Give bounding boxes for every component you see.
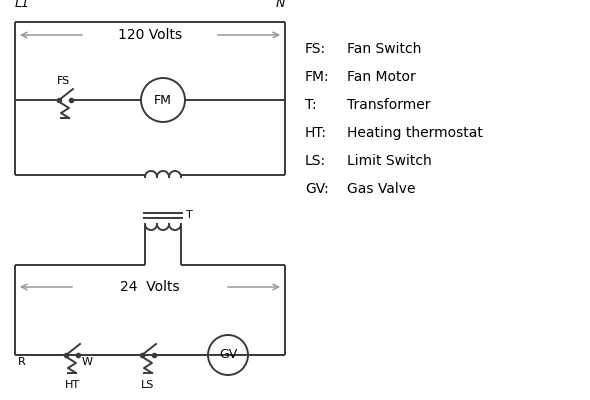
Text: Fan Motor: Fan Motor <box>347 70 416 84</box>
Text: N: N <box>276 0 285 10</box>
Text: LS: LS <box>142 380 155 390</box>
Text: Limit Switch: Limit Switch <box>347 154 432 168</box>
Text: R: R <box>18 357 26 367</box>
Text: Heating thermostat: Heating thermostat <box>347 126 483 140</box>
Text: T:: T: <box>305 98 317 112</box>
Text: 24  Volts: 24 Volts <box>120 280 180 294</box>
Text: FS:: FS: <box>305 42 326 56</box>
Text: FM:: FM: <box>305 70 330 84</box>
Text: FM: FM <box>154 94 172 106</box>
Text: GV: GV <box>219 348 237 362</box>
Text: HT: HT <box>64 380 80 390</box>
Text: L1: L1 <box>15 0 30 10</box>
Text: T: T <box>186 210 193 220</box>
Text: 120 Volts: 120 Volts <box>118 28 182 42</box>
Text: Fan Switch: Fan Switch <box>347 42 421 56</box>
Text: HT:: HT: <box>305 126 327 140</box>
Text: Gas Valve: Gas Valve <box>347 182 415 196</box>
Text: Transformer: Transformer <box>347 98 431 112</box>
Text: W: W <box>82 357 93 367</box>
Text: GV:: GV: <box>305 182 329 196</box>
Text: FS: FS <box>57 76 70 86</box>
Text: LS:: LS: <box>305 154 326 168</box>
